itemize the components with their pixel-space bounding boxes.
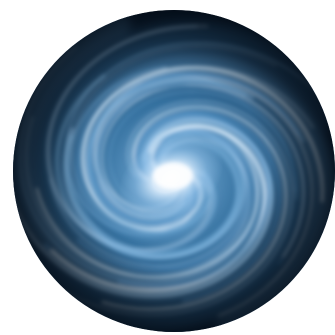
vortex-graphic: [13, 10, 335, 332]
vortex-vignette: [13, 10, 335, 332]
vortex-disc: [13, 10, 335, 332]
